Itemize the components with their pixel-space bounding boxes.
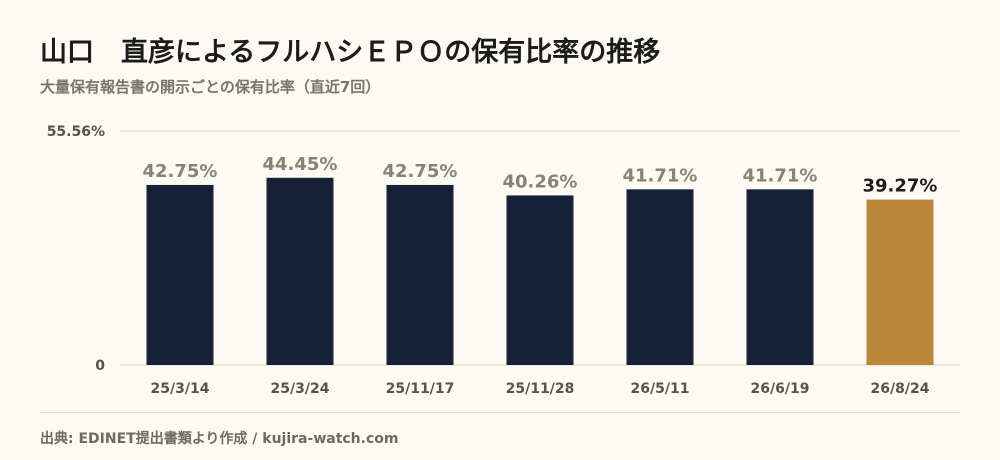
- x-tick-label: 25/3/24: [271, 381, 330, 397]
- bar: [146, 184, 214, 365]
- bar-value-label: 40.26%: [503, 171, 578, 192]
- footer-divider: [40, 412, 960, 413]
- x-tick-label: 26/6/19: [751, 381, 810, 397]
- bar-value-label: 44.45%: [263, 154, 338, 175]
- chart-title: 山口 直彦によるフルハシＥＰＯの保有比率の推移: [40, 37, 661, 68]
- source-note: 出典: EDINET提出書類より作成 / kujira-watch.com: [40, 431, 399, 447]
- bar: [866, 199, 934, 365]
- x-tick-label: 26/8/24: [871, 381, 930, 397]
- bar: [266, 177, 334, 365]
- bar-value-label: 41.71%: [743, 165, 818, 186]
- x-tick-label: 26/5/11: [631, 381, 690, 397]
- bar: [506, 195, 574, 365]
- x-tick-label: 25/11/17: [386, 381, 455, 397]
- bar-chart: 55.56% 0 42.75% 44.45% 42.75% 40.26% 41.71% 41…: [47, 124, 960, 397]
- bar-value-label: 39.27%: [863, 176, 938, 197]
- y-axis-ticks: 55.56% 0: [47, 124, 106, 374]
- x-tick-label: 25/11/28: [506, 381, 575, 397]
- x-tick-label: 25/3/14: [151, 381, 210, 397]
- bar: [386, 184, 454, 365]
- bar-value-label: 42.75%: [143, 161, 218, 182]
- bars: [146, 177, 934, 365]
- bar-value-label: 42.75%: [383, 161, 458, 182]
- bar: [746, 189, 814, 365]
- chart-subtitle: 大量保有報告書の開示ごとの保有比率（直近7回）: [40, 78, 381, 96]
- x-axis-ticks: 25/3/14 25/3/24 25/11/17 25/11/28 26/5/11 26/…: [151, 381, 930, 397]
- value-labels: 42.75% 44.45% 42.75% 40.26% 41.71% 41.71% 39.2…: [143, 154, 938, 197]
- y-tick-label: 0: [95, 358, 105, 374]
- bar-value-label: 41.71%: [623, 165, 698, 186]
- bar: [626, 189, 694, 365]
- y-tick-label: 55.56%: [47, 124, 105, 140]
